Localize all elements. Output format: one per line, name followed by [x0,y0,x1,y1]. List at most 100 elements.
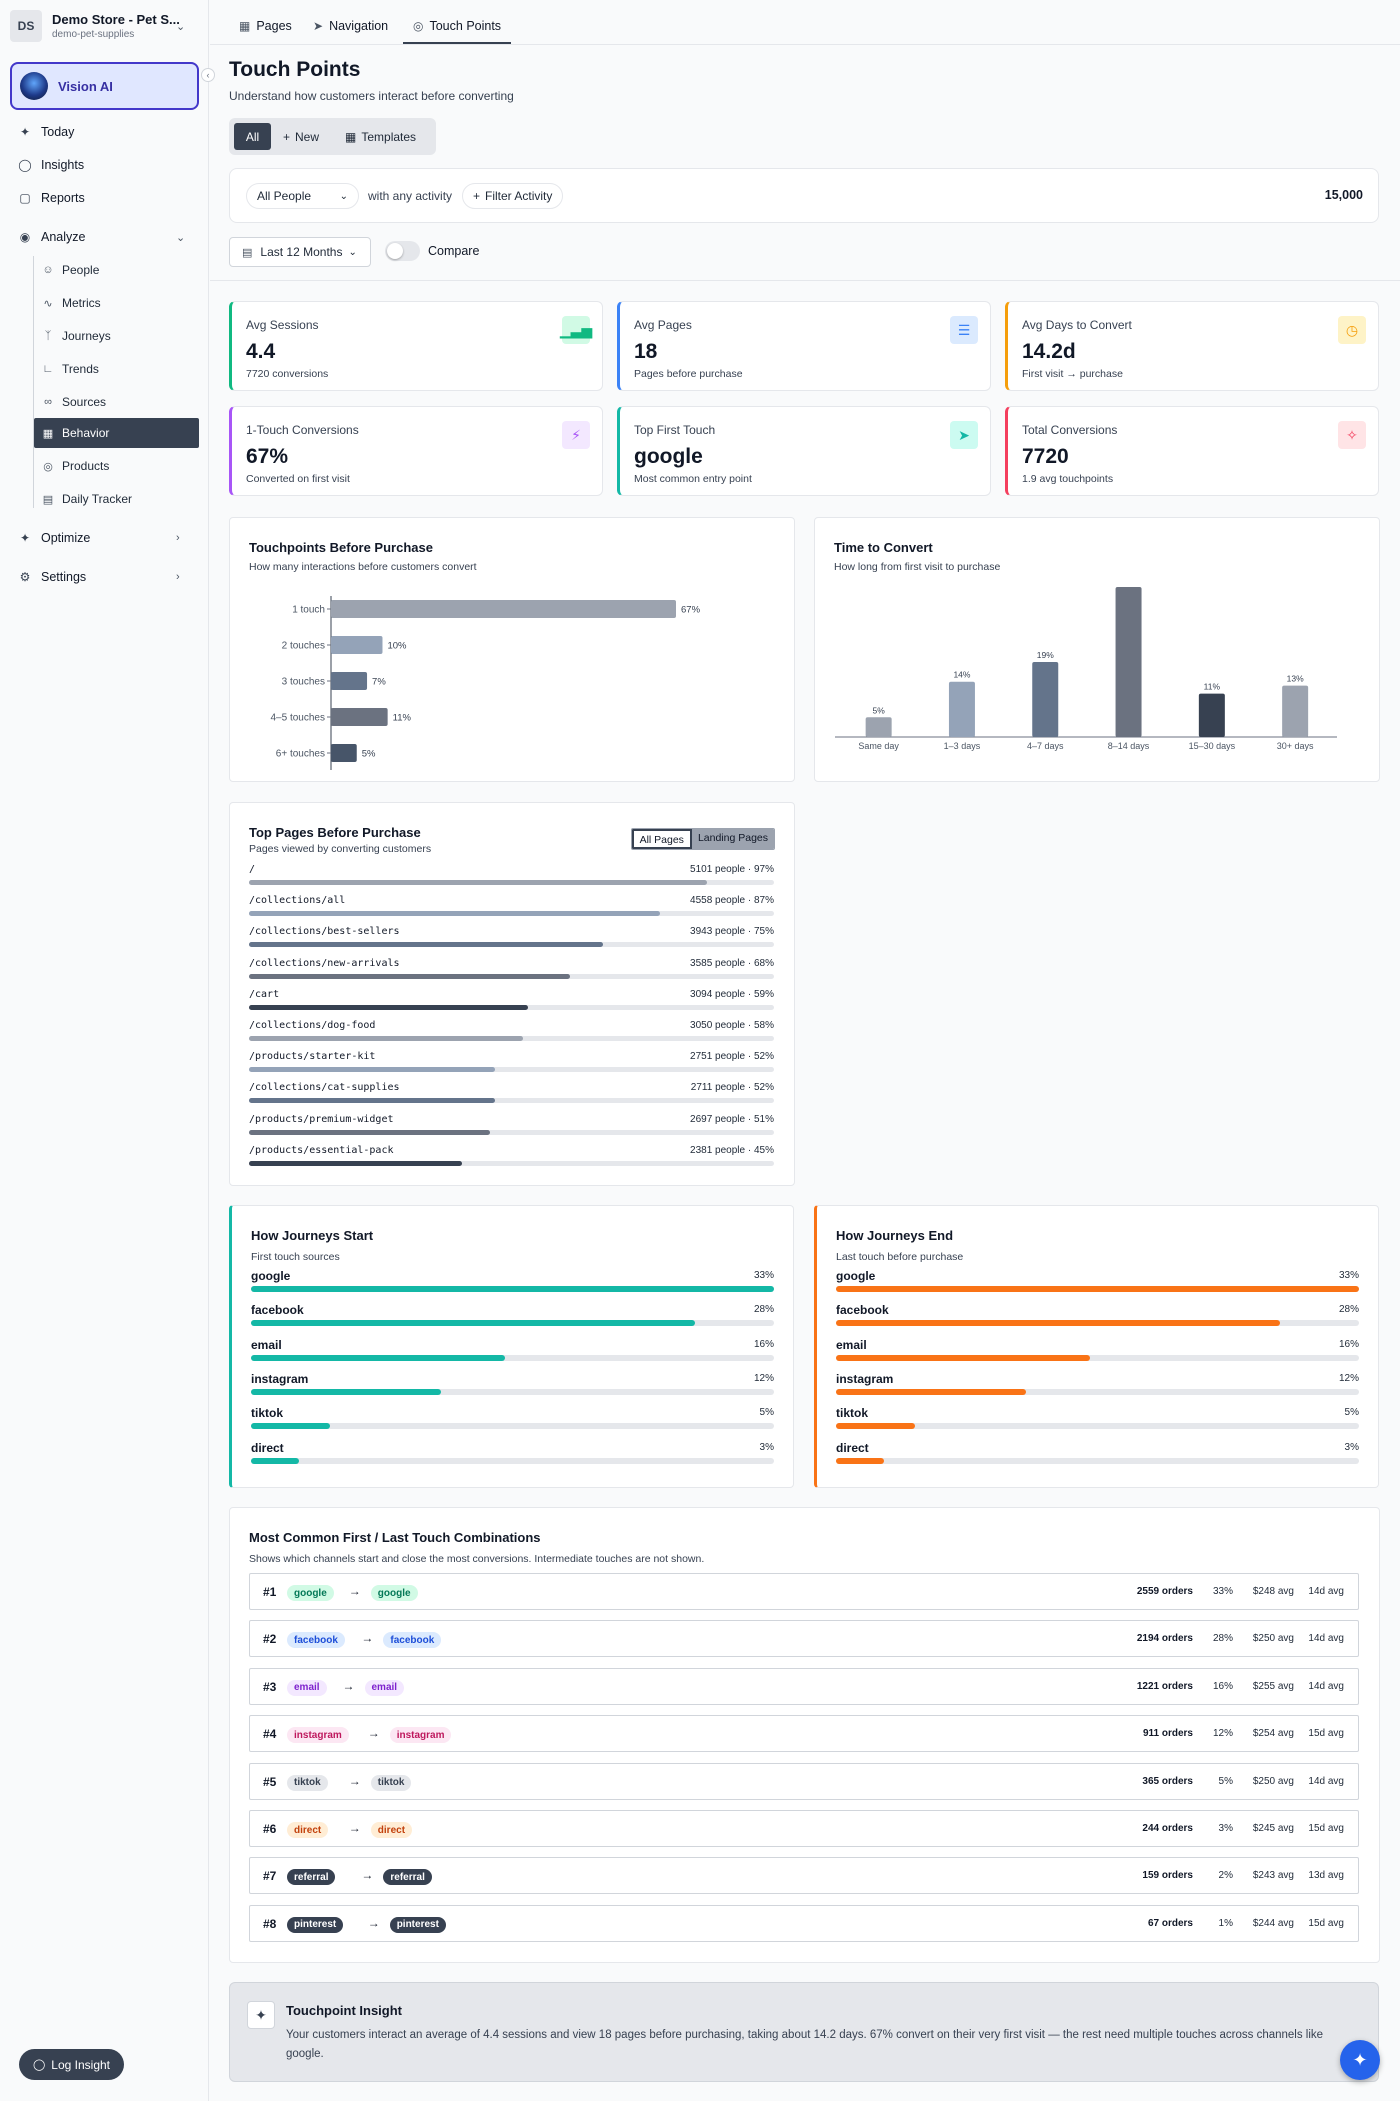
combination-rank: #7 [263,1869,277,1884]
source-row[interactable]: facebook 28% [251,1303,774,1333]
combination-orders: 365 orders [1142,1775,1193,1787]
time-bar[interactable] [1032,662,1059,737]
combination-row[interactable]: #1 google → google 2559 orders 33% $248 avg 14d… [249,1573,1359,1610]
store-switcher[interactable]: DS Demo Store - Pet S... demo-pet-suppli… [10,10,200,42]
touchpoints-card: Touchpoints Before Purchase How many int… [229,517,795,782]
nav-settings[interactable]: ⚙ Settings › [18,565,180,589]
segment-new[interactable]: + New [283,123,319,150]
value-label: 11% [1204,682,1221,692]
fingerprint-icon: ◎ [413,19,424,33]
tab-touch-points[interactable]: ◎ Touch Points [403,12,512,44]
combination-row[interactable]: #4 instagram → instagram 911 orders 12% $254 a… [249,1715,1359,1753]
touchpoint-bar[interactable] [331,744,357,762]
all-pages-button[interactable]: All Pages [631,829,692,849]
top-pages-card: Top Pages Before Purchase Pages viewed b… [229,802,795,1186]
source-row[interactable]: tiktok 5% [836,1406,1359,1436]
date-range-select[interactable]: ▤ Last 12 Months ⌄ [229,237,371,267]
combination-avg-value: $250 avg [1252,1633,1294,1645]
nav-daily-tracker[interactable]: ▤ Daily Tracker [42,487,132,511]
segment-all[interactable]: All [234,123,271,150]
time-bar[interactable] [865,717,892,737]
page-row[interactable]: /products/essential-pack 2381 people · 45… [249,1145,774,1175]
combination-row[interactable]: #2 facebook → facebook 2194 orders 28% $250 av… [249,1620,1359,1658]
nav-metrics[interactable]: ∿ Metrics [42,291,100,315]
time-bar[interactable] [1198,693,1225,737]
page-row[interactable]: /collections/cat-supplies 2711 people · 5… [249,1082,774,1112]
page-row[interactable]: /products/starter-kit 2751 people · 52% [249,1051,774,1081]
nav-trends[interactable]: ∟ Trends [42,357,99,381]
nav-today[interactable]: ✦ Today [18,120,74,144]
lightbulb-icon: ◯ [18,158,32,172]
combination-row[interactable]: #3 email → email 1221 orders 16% $255 avg 14d a… [249,1667,1359,1705]
landing-pages-button[interactable]: Landing Pages [691,829,774,849]
kpi-card: Avg Days to Convert 14.2d First visit → pu… [1005,301,1379,391]
vision-ai-button[interactable]: Vision AI [10,62,199,110]
progress-fill [249,1160,462,1166]
touchpoint-bar[interactable] [331,672,368,690]
source-row[interactable]: instagram 12% [251,1372,774,1402]
page-row[interactable]: /collections/best-sellers 3943 people · 7… [249,926,774,956]
source-row[interactable]: email 16% [836,1338,1359,1368]
source-row[interactable]: direct 3% [836,1441,1359,1471]
combination-row[interactable]: #8 pinterest → pinterest 67 orders 1% $244 avg… [249,1904,1359,1942]
chevron-right-icon: › [176,532,180,544]
touchpoint-bar[interactable] [331,636,383,654]
nav-products[interactable]: ◎ Products [42,454,109,478]
activity-icon: ∿ [43,297,53,310]
page-row[interactable]: /collections/new-arrivals 3585 people · 6… [249,958,774,988]
log-insight-button[interactable]: ◯ Log Insight [19,2049,124,2080]
combination-avg-days: 14d avg [1308,1680,1344,1692]
plus-icon: + [283,129,291,144]
source-name: email [251,1337,282,1352]
date-range-value: Last 12 Months [260,245,343,259]
source-row[interactable]: google 33% [836,1269,1359,1299]
page-row[interactable]: / 5101 people · 97% [249,864,774,894]
touchpoint-bar[interactable] [331,600,676,618]
touchpoint-bar[interactable] [331,708,388,726]
compare-toggle[interactable] [385,241,420,261]
progress-track [249,942,774,948]
nav-insights[interactable]: ◯ Insights [18,153,84,177]
source-row[interactable]: tiktok 5% [251,1406,774,1436]
nav-reports[interactable]: ▢ Reports [18,186,84,210]
store-avatar: DS [10,10,42,42]
nav-sources[interactable]: ∞ Sources [42,390,106,414]
collapse-sidebar-button[interactable]: ‹ [201,68,215,82]
source-row[interactable]: direct 3% [251,1441,774,1471]
segment-templates[interactable]: ▦ Templates [345,123,416,150]
page-row[interactable]: /products/premium-widget 2697 people · 51… [249,1114,774,1144]
nav-optimize[interactable]: ✦ Optimize › [18,526,180,550]
tab-pages[interactable]: ▦ Pages [239,12,292,44]
time-bar[interactable] [1282,685,1309,737]
people-select[interactable]: All People ⌄ [246,183,359,209]
combination-row[interactable]: #6 direct → direct 244 orders 3% $245 avg 15d a… [249,1810,1359,1847]
log-insight-label: Log Insight [51,2057,111,2072]
progress-track [836,1423,1359,1430]
source-row[interactable]: google 33% [251,1269,774,1299]
progress-track [251,1354,774,1361]
combination-row[interactable]: #7 referral → referral 159 orders 2% $243 avg 1… [249,1857,1359,1895]
progress-fill [251,1457,299,1464]
time-bar[interactable] [1115,587,1142,737]
nav-behavior[interactable]: ▦ Behavior [34,418,199,448]
page-row[interactable]: /cart 3094 people · 59% [249,989,774,1019]
page-row[interactable]: /collections/dog-food 3050 people · 58% [249,1020,774,1050]
combination-row[interactable]: #5 tiktok → tiktok 365 orders 5% $250 avg 14d a… [249,1762,1359,1800]
source-row[interactable]: facebook 28% [836,1303,1359,1333]
nav-people[interactable]: ☺ People [42,258,99,282]
link-icon: ∞ [44,396,52,408]
filter-activity-button[interactable]: + Filter Activity [462,183,564,209]
page-row[interactable]: /collections/all 4558 people · 87% [249,895,774,925]
file-icon: ▢ [19,191,31,205]
value-label: 10% [387,641,407,652]
progress-fill [836,1457,884,1464]
progress-track [836,1457,1359,1464]
nav-analyze[interactable]: ◉ Analyze ⌄ [18,225,185,249]
tab-navigation[interactable]: ➤ Navigation [313,12,388,44]
nav-journeys[interactable]: ᛉ Journeys [42,324,111,348]
time-bar[interactable] [948,681,975,737]
source-row[interactable]: instagram 12% [836,1372,1359,1402]
ai-assistant-button[interactable]: ✦ [1340,2040,1380,2080]
package-icon: ◎ [43,460,53,473]
source-row[interactable]: email 16% [251,1338,774,1368]
